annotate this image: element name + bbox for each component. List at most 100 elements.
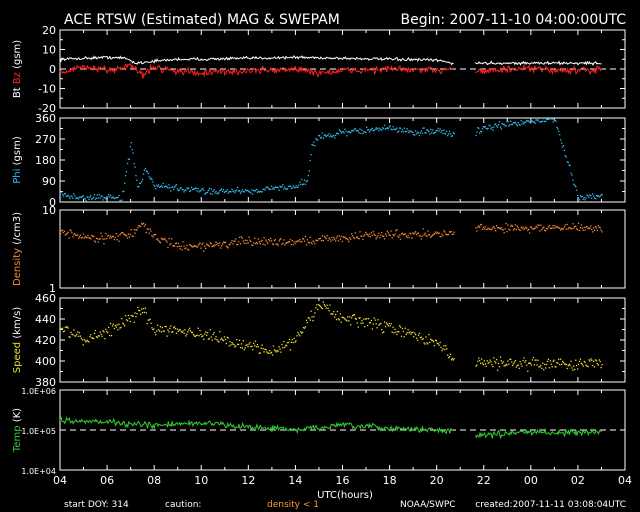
- data-point: [60, 230, 63, 232]
- data-point: [293, 337, 295, 339]
- series-line: [59, 63, 602, 79]
- data-point: [265, 349, 267, 351]
- data-point: [262, 348, 264, 350]
- data-point: [550, 363, 552, 365]
- data-point: [401, 129, 404, 131]
- data-point: [135, 175, 137, 177]
- data-point: [341, 240, 343, 243]
- data-point: [438, 232, 440, 234]
- data-point: [214, 192, 216, 194]
- data-point: [154, 331, 156, 334]
- data-point: [512, 123, 514, 125]
- data-point: [508, 228, 510, 230]
- data-point: [590, 225, 592, 227]
- data-point: [534, 227, 536, 229]
- data-point: [569, 165, 571, 167]
- data-point: [93, 196, 95, 198]
- data-point: [244, 347, 246, 349]
- data-point: [425, 234, 427, 236]
- data-point: [99, 238, 101, 240]
- data-point: [482, 126, 485, 128]
- data-point: [324, 134, 326, 136]
- data-point: [525, 226, 527, 228]
- data-point: [115, 233, 117, 235]
- data-point: [373, 233, 375, 235]
- data-point: [145, 170, 147, 172]
- data-point: [437, 232, 439, 234]
- data-point: [565, 156, 567, 158]
- data-point: [253, 242, 255, 244]
- data-point: [406, 128, 408, 130]
- data-point: [269, 188, 271, 191]
- data-point: [304, 183, 307, 185]
- data-point: [573, 227, 575, 229]
- data-point: [120, 233, 122, 235]
- data-point: [532, 121, 534, 123]
- data-point: [577, 363, 580, 365]
- data-point: [577, 194, 579, 197]
- data-point: [413, 134, 415, 136]
- data-point: [398, 331, 400, 333]
- data-point: [537, 120, 539, 122]
- data-point: [413, 336, 415, 338]
- data-point: [238, 190, 241, 192]
- data-point: [66, 195, 68, 197]
- data-point: [118, 240, 120, 242]
- data-point: [387, 232, 389, 234]
- data-point: [485, 228, 487, 231]
- data-point: [444, 348, 446, 351]
- data-point: [332, 313, 334, 315]
- data-point: [452, 359, 454, 361]
- series-temp: [59, 416, 602, 440]
- data-point: [506, 364, 508, 366]
- data-point: [589, 194, 591, 196]
- data-point: [342, 316, 344, 319]
- data-point: [598, 226, 600, 228]
- data-point: [566, 367, 568, 370]
- data-point: [208, 245, 211, 248]
- data-point: [72, 334, 74, 336]
- data-point: [260, 347, 262, 349]
- data-point: [190, 331, 193, 334]
- data-point: [537, 359, 539, 361]
- data-point: [312, 240, 314, 242]
- data-point: [576, 228, 578, 230]
- data-point: [583, 360, 585, 363]
- data-point: [178, 329, 180, 331]
- x-axis-label: UTC(hours): [317, 490, 373, 501]
- data-point: [271, 188, 274, 190]
- data-point: [387, 128, 389, 130]
- y-tick-label: 400: [35, 355, 56, 368]
- data-point: [108, 234, 110, 236]
- data-point: [512, 225, 514, 228]
- data-point: [377, 235, 379, 237]
- data-point: [588, 196, 590, 199]
- data-point: [369, 129, 372, 131]
- data-point: [307, 174, 309, 177]
- data-point: [211, 246, 213, 248]
- data-point: [422, 228, 424, 230]
- data-point: [209, 192, 211, 195]
- data-point: [540, 364, 542, 367]
- data-point: [302, 331, 304, 333]
- data-point: [132, 152, 134, 154]
- data-point: [309, 236, 311, 238]
- data-point: [380, 322, 382, 325]
- data-point: [78, 196, 81, 198]
- data-point: [500, 360, 502, 362]
- data-point: [379, 237, 381, 239]
- data-point: [105, 328, 107, 330]
- data-point: [92, 235, 94, 238]
- data-point: [198, 243, 200, 245]
- data-point: [89, 237, 91, 239]
- data-point: [229, 191, 231, 193]
- data-point: [107, 235, 109, 237]
- data-point: [381, 329, 383, 331]
- data-point: [585, 197, 587, 199]
- data-point: [318, 238, 320, 240]
- data-point: [200, 247, 202, 249]
- data-point: [335, 237, 338, 239]
- data-point: [364, 234, 366, 236]
- data-point: [392, 126, 394, 128]
- data-point: [160, 237, 163, 239]
